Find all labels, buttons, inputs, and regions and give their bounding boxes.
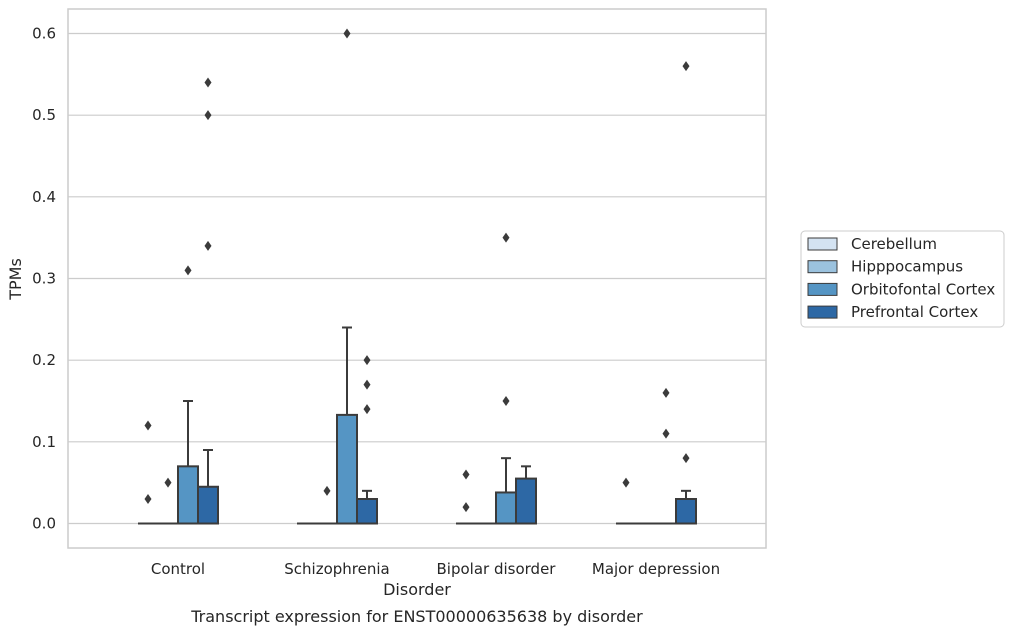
outlier-point — [144, 494, 152, 504]
legend-label: Prefrontal Cortex — [851, 303, 978, 321]
legend-swatch — [807, 305, 838, 319]
outlier-point — [204, 77, 212, 88]
legend-label: Hipppocampus — [851, 258, 963, 276]
outlier-point — [462, 502, 470, 513]
y-axis-title: TPMs — [6, 258, 25, 301]
outlier-point — [363, 379, 371, 390]
outlier-point — [682, 453, 690, 464]
box-prefrontal-cortex — [356, 489, 378, 525]
x-tick-label: Schizophrenia — [284, 560, 389, 578]
legend-swatch — [807, 282, 838, 296]
y-tick-label: 0.0 — [32, 515, 56, 533]
outlier-point — [144, 420, 152, 431]
outlier-point — [502, 396, 510, 406]
box-body — [515, 477, 537, 525]
x-tick-label: Bipolar disorder — [437, 560, 557, 578]
y-tick-label: 0.4 — [32, 188, 56, 206]
x-tick-labels: Control Schizophrenia Bipolar disorder Majo… — [151, 560, 720, 578]
legend-swatch — [807, 260, 838, 274]
y-tick-labels: 0.0 0.1 0.2 0.3 0.4 0.5 0.6 — [32, 25, 56, 533]
outlier-point — [363, 355, 371, 366]
outlier-points — [144, 28, 690, 513]
outlier-point — [164, 477, 172, 488]
outlier-point — [502, 232, 510, 243]
box-orbitofontal-cortex — [495, 457, 517, 525]
legend-label: Orbitofontal Cortex — [851, 280, 995, 298]
legend-label: Cerebellum — [851, 235, 937, 253]
plot-area-frame — [67, 8, 767, 549]
outlier-point — [204, 240, 212, 251]
outlier-point — [204, 110, 212, 121]
outlier-point — [622, 477, 630, 488]
legend-frame — [800, 230, 1005, 328]
x-tick-label: Major depression — [592, 560, 720, 578]
outlier-point — [363, 404, 371, 415]
box-body — [336, 413, 358, 525]
y-tick-label: 0.2 — [32, 351, 56, 369]
outlier-point — [462, 469, 470, 480]
outlier-point — [662, 387, 670, 398]
outlier-point — [184, 265, 192, 276]
box-body — [356, 498, 378, 525]
y-tick-label: 0.6 — [32, 25, 56, 43]
legend-swatch — [807, 237, 838, 251]
y-tick-label: 0.5 — [32, 106, 56, 124]
box-prefrontal-cortex — [515, 465, 537, 525]
grid-lines — [68, 32, 766, 525]
y-tick-label: 0.1 — [32, 433, 56, 451]
outlier-point — [343, 28, 351, 39]
y-tick-label: 0.3 — [32, 270, 56, 288]
box-body — [177, 465, 199, 525]
box-body — [495, 491, 517, 525]
box-body — [675, 498, 697, 525]
box-prefrontal-cortex — [197, 449, 219, 525]
box-prefrontal-cortex — [675, 489, 697, 525]
outlier-point — [323, 485, 331, 496]
outlier-point — [682, 61, 690, 72]
legend: Cerebellum Hipppocampus Orbitofontal Corte… — [800, 230, 1005, 328]
box-orbitofontal-cortex — [336, 326, 358, 525]
x-axis-title: Disorder — [383, 580, 451, 599]
outlier-point — [662, 428, 670, 439]
x-tick-label: Control — [151, 560, 205, 578]
figure-caption: Transcript expression for ENST0000063563… — [190, 607, 643, 626]
box-orbitofontal-cortex — [177, 400, 199, 525]
box-body — [197, 485, 219, 525]
box-series — [138, 326, 697, 525]
